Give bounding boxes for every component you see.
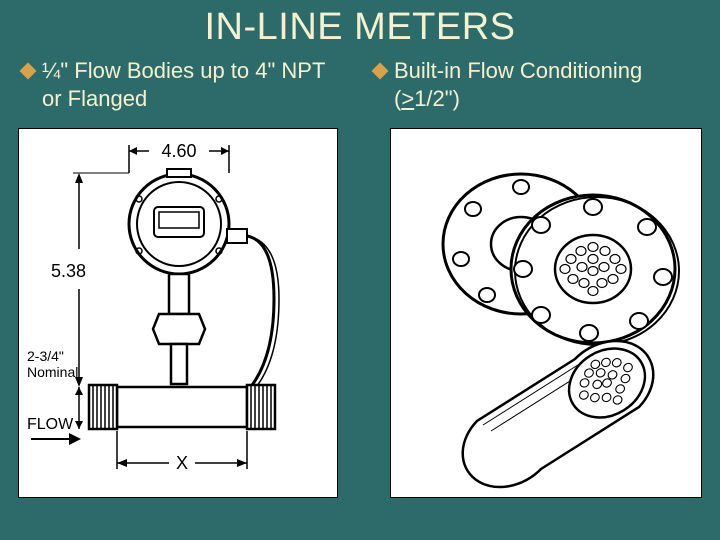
diamond-icon — [372, 63, 389, 80]
left-bullet: ¼" Flow Bodies up to 4" NPT or Flanged — [18, 57, 350, 112]
flange-drawing — [391, 129, 703, 499]
left-bullet-text: ¼" Flow Bodies up to 4" NPT or Flanged — [42, 57, 350, 112]
right-column: Built-in Flow Conditioning (>1/2") — [370, 57, 702, 498]
columns: ¼" Flow Bodies up to 4" NPT or Flanged 4… — [0, 49, 720, 498]
right-bullet-text: Built-in Flow Conditioning (>1/2") — [394, 57, 702, 112]
dim-top: 4.60 — [161, 141, 196, 161]
slide-title: IN-LINE METERS — [0, 0, 720, 49]
right-figure — [390, 128, 702, 498]
left-column: ¼" Flow Bodies up to 4" NPT or Flanged 4… — [18, 57, 350, 498]
dim-side-a: 2-3/4" — [27, 348, 64, 364]
diamond-icon — [20, 63, 37, 80]
left-figure: 4.60 — [18, 128, 338, 498]
dim-side-b: Nominal — [27, 364, 78, 380]
right-bullet: Built-in Flow Conditioning (>1/2") — [370, 57, 702, 112]
dim-v: 5.38 — [51, 261, 86, 281]
flow-label: FLOW — [27, 416, 74, 433]
meter-drawing: 4.60 — [19, 129, 339, 499]
dim-x: X — [176, 453, 188, 473]
